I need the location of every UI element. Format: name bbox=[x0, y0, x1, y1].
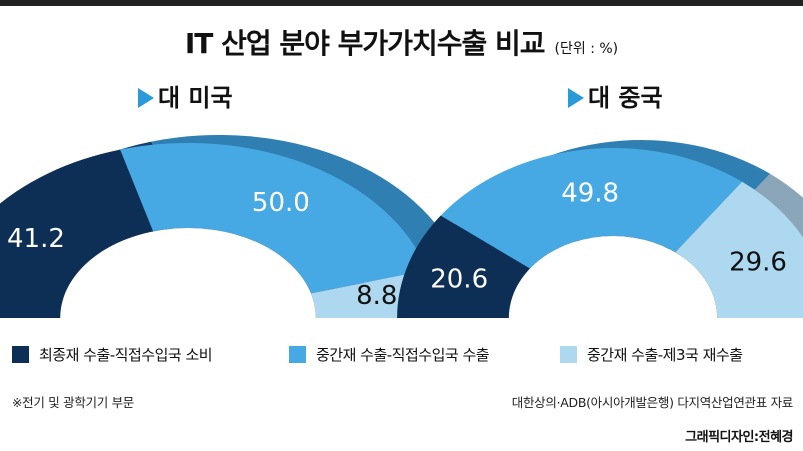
half-donut-charts: 대 미국 41.2 50.0 8.8 대 중국 20.6 49.8 29.6 bbox=[0, 84, 803, 318]
chart-title-text: IT 산업 분야 부가가치수출 비교 bbox=[184, 27, 546, 60]
chart-0-value-label-final-goods: 41.2 bbox=[7, 224, 65, 254]
legend-item-intermediate-third: 중간재 수출-제3국 재수출 bbox=[560, 344, 743, 365]
top-bar bbox=[0, 0, 803, 6]
legend-swatch-intermediate-third bbox=[560, 346, 577, 363]
chart-0-title-marker-icon bbox=[138, 88, 154, 108]
legend-item-intermediate-direct: 중간재 수출-직접수입국 수출 bbox=[289, 344, 490, 365]
chart-1-slice-final-goods bbox=[397, 215, 530, 318]
chart-1-hole bbox=[508, 236, 718, 318]
chart-0-value-label-intermediate-direct: 50.0 bbox=[252, 188, 310, 218]
chart-0-hole bbox=[60, 228, 316, 318]
chart-0-slice-final-goods bbox=[0, 149, 154, 318]
legend-swatch-intermediate-direct bbox=[289, 346, 306, 363]
legend-label-final-goods: 최종재 수출-직접수입국 소비 bbox=[39, 346, 213, 364]
chart-1-slice-intermediate-direct bbox=[440, 147, 743, 269]
legend-label-intermediate-third: 중간재 수출-제3국 재수출 bbox=[587, 346, 743, 364]
chart-0-value-label-intermediate-third: 8.8 bbox=[356, 281, 397, 311]
legend-item-final-goods: 최종재 수출-직접수입국 소비 bbox=[12, 344, 213, 365]
chart-1-donut bbox=[397, 140, 803, 318]
chart-1-value-label-final-goods: 20.6 bbox=[430, 264, 488, 294]
chart-0-donut bbox=[0, 135, 468, 318]
footnote: ※전기 및 광학기기 부문 bbox=[12, 395, 134, 410]
chart-0-slice-intermediate-direct bbox=[120, 143, 428, 294]
chart-title: IT 산업 분야 부가가치수출 비교 (단위 : %) bbox=[0, 22, 803, 62]
source-note: 대한상의·ADB(아시아개발은행) 다지역산업연관표 자료 bbox=[511, 395, 794, 410]
chart-1-slice-intermediate-third bbox=[675, 181, 803, 318]
legend: 최종재 수출-직접수입국 소비 중간재 수출-직접수입국 수출 중간재 수출-제… bbox=[12, 344, 802, 370]
chart-1-value-label-intermediate-third: 29.6 bbox=[729, 248, 787, 278]
chart-1-title: 대 중국 bbox=[588, 84, 663, 112]
graphic-credit: 그래픽디자인:전혜경 bbox=[685, 430, 793, 445]
legend-swatch-final-goods bbox=[12, 346, 29, 363]
legend-label-intermediate-direct: 중간재 수출-직접수입국 수출 bbox=[316, 346, 490, 364]
chart-1-title-marker-icon bbox=[568, 88, 584, 108]
unit-label: (단위 : %) bbox=[554, 41, 619, 57]
chart-0-title: 대 미국 bbox=[158, 84, 233, 112]
chart-1-value-label-intermediate-direct: 49.8 bbox=[561, 179, 619, 209]
